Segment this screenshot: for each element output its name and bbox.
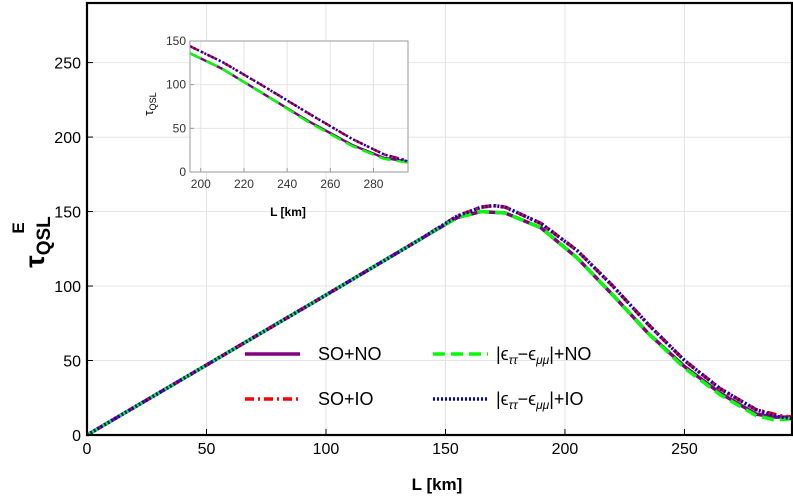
main-x-tick-label: 150 (432, 441, 459, 458)
main-y-tick-label: 250 (54, 56, 81, 73)
main-series-line-3 (86, 203, 793, 437)
main-y-tick-label: 0 (72, 428, 81, 445)
inset-series-line-3 (189, 45, 409, 163)
inset-x-axis-title: L [km] (270, 205, 306, 219)
inset-plot-frame (189, 40, 409, 173)
legend-label-eps-io: |ϵττ−ϵμμ|+IO (496, 389, 583, 412)
inset-chart: 200 220 240 260 280 0 50 100 150 L [km] τQSL (141, 34, 409, 219)
legend-label-eps-no: |ϵττ−ϵμμ|+NO (496, 344, 591, 367)
y-axis-title: τQSL E (9, 216, 55, 268)
main-y-tick-label: 100 (54, 279, 81, 296)
main-x-tick-label: 100 (313, 441, 340, 458)
inset-series-line-2 (189, 52, 409, 164)
x-axis-title: L [km] (412, 475, 463, 494)
main-series-line-1 (86, 203, 793, 437)
inset-x-tick-label: 260 (320, 177, 340, 191)
inset-x-tick-label: 220 (234, 177, 254, 191)
main-x-tick-label: 50 (198, 441, 216, 458)
y-axis-title-sup: E (9, 222, 28, 233)
main-y-tick-label: 50 (63, 354, 81, 371)
inset-x-tick-label: 240 (277, 177, 297, 191)
inset-y-tick-label: 150 (166, 34, 186, 48)
inset-ticks: 200 220 240 260 280 0 50 100 150 (166, 34, 384, 191)
inset-y-tick-label: 0 (179, 165, 186, 179)
main-series (86, 203, 793, 437)
legend: SO+NO SO+IO |ϵττ−ϵμμ|+NO |ϵττ−ϵμμ|+IO (245, 344, 591, 412)
inset-y-axis-title: τQSL (141, 92, 158, 115)
main-y-tick-label: 150 (54, 205, 81, 222)
svg-text:τQSL: τQSL (19, 216, 55, 268)
y-axis-title-sub: QSL (34, 216, 55, 255)
inset-x-tick-label: 280 (363, 177, 383, 191)
legend-label-so-no: SO+NO (318, 344, 382, 364)
main-x-tick-label: 0 (83, 441, 92, 458)
legend-label-so-io: SO+IO (318, 389, 374, 409)
inset-series (189, 45, 409, 164)
inset-x-tick-label: 200 (191, 177, 211, 191)
main-y-tick-label: 200 (54, 130, 81, 147)
y-axis-title-base: τ (19, 255, 50, 268)
main-ticks: 0 50 100 150 200 250 0 50 100 150 200 250 (54, 56, 698, 458)
main-plot-frame (85, 1, 793, 437)
inset-y-tick-label: 50 (173, 121, 187, 135)
main-x-tick-label: 200 (552, 441, 579, 458)
inset-y-tick-label: 100 (166, 78, 186, 92)
main-x-tick-label: 250 (671, 441, 698, 458)
